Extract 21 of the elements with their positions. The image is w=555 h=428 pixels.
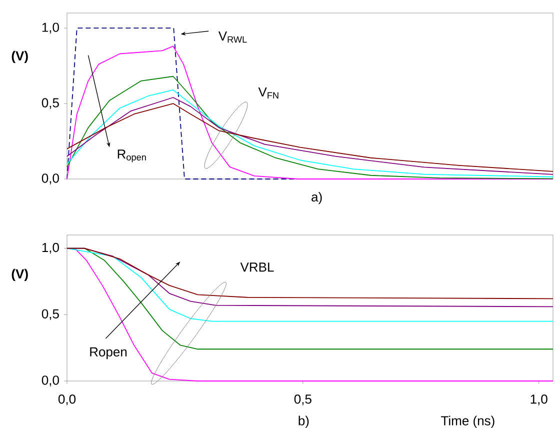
x-tick-label: 1,0: [530, 394, 548, 406]
y-axis-title: (V): [12, 268, 28, 282]
y-tick-label: 0,0: [42, 376, 59, 386]
line-series: [66, 248, 554, 322]
y-axis-title: (V): [12, 50, 28, 64]
text: b): [298, 416, 309, 428]
annotation: VRBL: [240, 262, 274, 272]
annotation: R$_{open}$: [118, 150, 146, 162]
y-tick-label: 0,5: [42, 98, 59, 109]
line-series: [66, 76, 554, 180]
y-tick-label: 1,0: [42, 242, 59, 254]
x-tick-label: 0,0: [58, 394, 76, 406]
y-tick-label: 0,0: [42, 174, 59, 184]
annotation: V$_{FN}$: [258, 87, 278, 99]
y-tick-label: 1,0: [42, 22, 59, 34]
annotation: V$_{RWL}$: [218, 32, 247, 43]
text: a): [312, 192, 322, 204]
y-tick-label: 0,5: [42, 309, 59, 320]
annotation: Ropen: [90, 347, 127, 360]
x-tick-label: 0,5: [294, 394, 312, 406]
x-axis-title: Time (ns): [441, 416, 494, 428]
